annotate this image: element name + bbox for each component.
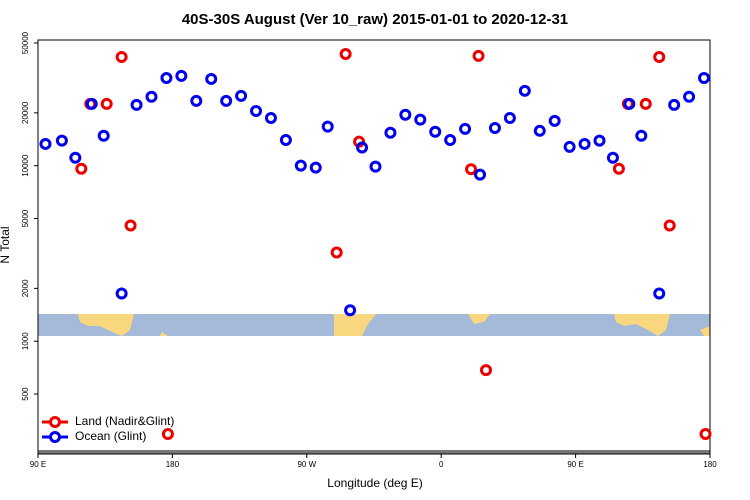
point: [160, 71, 173, 84]
point: [503, 111, 516, 124]
point: [264, 111, 277, 124]
point: [384, 126, 397, 139]
point: [639, 97, 652, 110]
point: [115, 51, 128, 64]
point: [606, 151, 619, 164]
point: [623, 97, 636, 110]
point: [309, 161, 322, 174]
legend-label: Land (Nadir&Glint): [75, 414, 174, 428]
bottom-bar: [38, 450, 710, 454]
point: [130, 98, 143, 111]
point: [593, 134, 606, 147]
x-tick-label: 90 E: [567, 460, 583, 469]
point: [653, 51, 666, 64]
point: [612, 162, 625, 175]
point: [100, 97, 113, 110]
y-tick-label: 50000: [21, 31, 30, 54]
point: [220, 94, 233, 107]
point: [124, 219, 137, 232]
point: [279, 134, 292, 147]
point: [85, 97, 98, 110]
point: [321, 120, 334, 133]
map-strip: [38, 314, 710, 336]
point: [635, 129, 648, 142]
point: [480, 364, 492, 377]
point: [190, 94, 203, 107]
point: [161, 428, 174, 441]
x-axis-label: Longitude (deg E): [327, 476, 422, 490]
point: [698, 71, 711, 84]
y-tick-label: 5000: [21, 209, 30, 227]
y-axis-label: N Total: [0, 226, 12, 263]
point: [653, 287, 666, 300]
point: [205, 72, 218, 85]
point: [663, 219, 676, 232]
legend-marker: [49, 431, 61, 443]
point: [330, 246, 343, 259]
x-tick-label: 180: [703, 460, 717, 469]
legend-marker: [49, 416, 61, 428]
x-tick-label: 90 E: [30, 460, 46, 469]
point: [97, 129, 110, 142]
point: [465, 163, 478, 176]
point: [578, 137, 591, 150]
y-tick-label: 1000: [21, 332, 30, 350]
point: [39, 137, 52, 150]
x-tick-label: 0: [439, 460, 444, 469]
point: [339, 47, 352, 60]
point: [563, 140, 576, 153]
x-tick-label: 180: [166, 460, 180, 469]
point: [472, 49, 485, 62]
plot-frame: [37, 39, 711, 455]
point: [344, 304, 357, 317]
point: [69, 151, 82, 164]
point: [235, 89, 248, 102]
legend-label: Ocean (Glint): [75, 429, 146, 443]
point: [115, 287, 128, 300]
point: [399, 108, 412, 121]
chart-title: 40S-30S August (Ver 10_raw) 2015-01-01 t…: [182, 11, 568, 28]
point: [683, 90, 696, 103]
point: [518, 84, 531, 97]
point: [145, 90, 158, 103]
point: [444, 134, 457, 147]
point: [356, 141, 369, 154]
point: [414, 113, 427, 126]
x-tick-label: 90 W: [297, 460, 316, 469]
point: [533, 124, 546, 137]
y-tick-label: 2000: [21, 279, 30, 297]
point: [175, 69, 188, 82]
y-tick-label: 10000: [21, 154, 30, 177]
point: [250, 104, 263, 117]
point: [699, 428, 712, 441]
point: [75, 162, 88, 175]
point: [369, 160, 382, 173]
point: [429, 125, 442, 138]
point: [294, 159, 307, 172]
point: [548, 114, 561, 127]
point: [55, 134, 68, 147]
point: [668, 98, 681, 111]
point: [488, 121, 501, 134]
point: [459, 122, 472, 135]
y-tick-label: 500: [21, 387, 30, 401]
y-tick-label: 20000: [21, 101, 30, 124]
point: [474, 168, 487, 181]
